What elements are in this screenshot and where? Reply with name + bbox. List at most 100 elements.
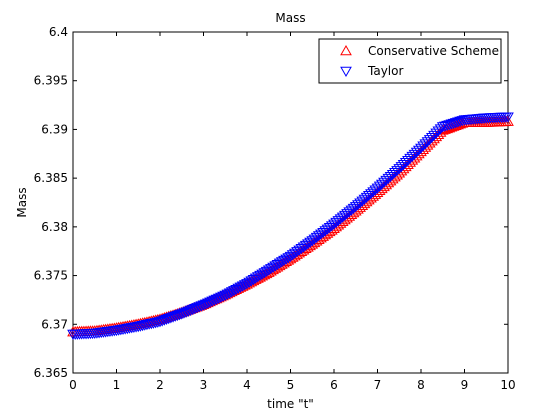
data-point xyxy=(339,214,351,225)
legend-marker-shape xyxy=(340,66,352,78)
x-tick-label: 5 xyxy=(287,378,295,392)
data-point xyxy=(410,147,423,159)
data-point xyxy=(393,164,406,175)
data-point xyxy=(269,261,282,272)
data-point xyxy=(419,139,432,150)
data-point xyxy=(302,239,314,250)
data-point xyxy=(404,153,416,165)
data-point xyxy=(352,200,364,211)
data-point xyxy=(254,270,266,282)
data-point xyxy=(502,112,514,123)
data-point xyxy=(225,287,238,298)
x-tick-label: 0 xyxy=(69,378,77,392)
data-point xyxy=(343,207,356,218)
data-point xyxy=(343,210,356,221)
data-point xyxy=(360,192,373,204)
data-point xyxy=(271,260,284,271)
y-tick-label: 6.365 xyxy=(34,366,68,380)
data-point xyxy=(321,224,334,235)
data-point xyxy=(406,151,419,163)
y-tick-label: 6.385 xyxy=(34,171,68,185)
data-point xyxy=(345,205,358,216)
data-point xyxy=(238,280,251,291)
data-point xyxy=(423,135,436,146)
x-tick-label: 4 xyxy=(243,378,251,392)
data-point xyxy=(267,262,279,274)
x-tick-label: 7 xyxy=(374,378,382,392)
data-point xyxy=(252,272,264,283)
y-tick-label: 6.375 xyxy=(34,269,68,283)
chart-title: Mass xyxy=(275,11,305,25)
data-point xyxy=(232,283,245,295)
data-point xyxy=(430,128,443,139)
data-point xyxy=(347,203,360,215)
data-point xyxy=(399,158,412,169)
data-point xyxy=(402,155,414,167)
data-point xyxy=(249,273,262,284)
data-point xyxy=(341,212,353,223)
legend-label-conservative-scheme: Conservative Scheme xyxy=(368,44,499,58)
data-point xyxy=(395,162,408,173)
data-point xyxy=(397,160,410,171)
data-point xyxy=(275,257,288,268)
data-point xyxy=(434,124,447,135)
x-tick-label: 6 xyxy=(330,378,338,392)
data-point xyxy=(280,254,293,265)
data-point xyxy=(323,222,336,234)
legend-box xyxy=(318,38,502,84)
data-point xyxy=(312,231,325,242)
data-point xyxy=(293,245,306,256)
data-point xyxy=(234,282,247,293)
data-point xyxy=(384,171,397,183)
data-point xyxy=(421,137,434,148)
data-point xyxy=(236,281,249,292)
x-axis-label: time "t" xyxy=(267,397,314,411)
data-point xyxy=(336,215,349,227)
data-point xyxy=(288,248,301,259)
data-point xyxy=(332,219,345,230)
data-point xyxy=(243,277,256,289)
data-point xyxy=(247,275,260,286)
x-tick-label: 9 xyxy=(461,378,469,392)
data-point xyxy=(367,187,380,198)
data-point xyxy=(317,227,329,239)
data-point xyxy=(356,196,369,207)
data-point xyxy=(258,268,271,279)
data-point xyxy=(354,198,366,209)
y-tick-label: 6.39 xyxy=(41,122,68,136)
data-point xyxy=(330,217,343,229)
data-point xyxy=(428,130,440,142)
data-point xyxy=(339,210,351,222)
data-point xyxy=(417,141,430,152)
data-point xyxy=(278,255,290,267)
data-point xyxy=(334,214,347,225)
data-point xyxy=(408,149,421,161)
data-point xyxy=(336,212,349,223)
data-point xyxy=(426,132,438,144)
data-point xyxy=(306,236,319,247)
data-point xyxy=(315,229,327,240)
data-point xyxy=(365,189,377,200)
data-point xyxy=(282,253,295,264)
data-point xyxy=(349,205,362,216)
data-point xyxy=(228,286,240,297)
data-point xyxy=(382,173,395,185)
data-point xyxy=(378,177,390,189)
data-point xyxy=(299,240,312,252)
plot-area xyxy=(72,31,509,374)
data-point xyxy=(304,237,316,249)
data-point xyxy=(310,232,323,244)
x-tick-label: 1 xyxy=(113,378,121,392)
data-point xyxy=(334,217,347,228)
data-point xyxy=(345,208,358,220)
y-tick-label: 6.38 xyxy=(41,220,68,234)
legend: Conservative Scheme Taylor xyxy=(318,38,502,84)
data-point xyxy=(291,247,303,258)
series-layer xyxy=(67,112,514,341)
data-point xyxy=(295,244,308,255)
data-point xyxy=(412,145,425,156)
data-point xyxy=(328,219,340,230)
data-point xyxy=(415,143,427,154)
series-taylor xyxy=(67,112,514,341)
